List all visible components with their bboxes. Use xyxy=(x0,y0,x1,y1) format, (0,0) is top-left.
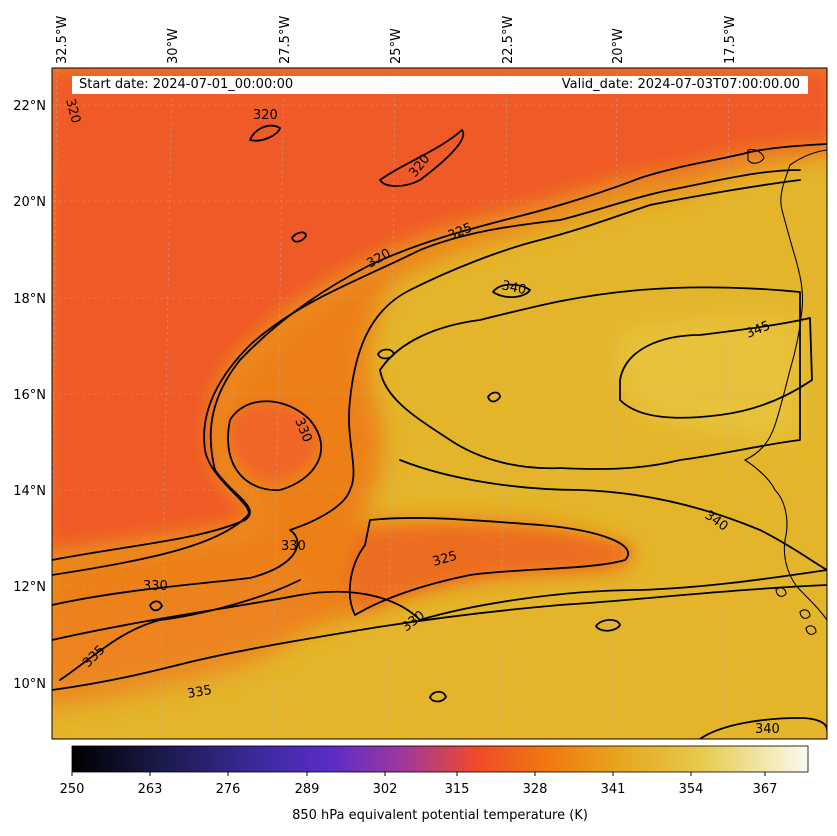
contour-320-n xyxy=(379,129,465,187)
lat-label: 12°N xyxy=(13,580,46,595)
temperature-field xyxy=(52,68,827,739)
lon-label: 22.5°W xyxy=(501,16,516,64)
island-3 xyxy=(805,625,817,635)
lat-label: 20°N xyxy=(13,195,46,210)
contour-label: 325 xyxy=(431,549,459,570)
contour-small-3 xyxy=(377,348,395,360)
contour-340 xyxy=(379,286,801,470)
contour-lines xyxy=(52,124,827,739)
contour-320-a xyxy=(249,124,281,142)
colorbar-tick-label: 263 xyxy=(138,782,163,797)
contour-335-w xyxy=(59,579,301,681)
colorbar-tick-label: 341 xyxy=(601,782,626,797)
africa-coast xyxy=(743,149,827,621)
colorbar-tick-label: 276 xyxy=(216,782,241,797)
contour-325-b xyxy=(348,517,629,616)
lat-label: 16°N xyxy=(13,388,46,403)
contour-330 xyxy=(52,179,801,606)
graticule xyxy=(52,68,827,739)
colorbar-tick-label: 302 xyxy=(373,782,398,797)
lat-label: 14°N xyxy=(13,484,46,499)
contour-small-4 xyxy=(487,391,501,403)
contour-330-loop xyxy=(227,400,322,491)
lat-label: 22°N xyxy=(13,99,46,114)
contour-label: 320 xyxy=(62,97,83,125)
valid-date-label: Valid_date: 2024-07-03T07:00:00.00 xyxy=(561,77,800,92)
colorbar-tick-label: 328 xyxy=(523,782,548,797)
contour-340-s xyxy=(399,459,827,571)
colorbar-tick-label: 367 xyxy=(753,782,778,797)
colorbar-tick-label: 354 xyxy=(679,782,704,797)
lon-label: 17.5°W xyxy=(723,16,738,64)
colorbar-ticks xyxy=(71,772,766,776)
lon-label: 20°W xyxy=(611,28,626,64)
contour-small-5 xyxy=(149,600,163,612)
contour-label: 330 xyxy=(281,539,306,554)
start-date-label: Start date: 2024-07-01_00:00:00 xyxy=(79,77,294,92)
lon-label: 30°W xyxy=(166,28,181,64)
colorbar-tick-label: 250 xyxy=(60,782,85,797)
date-info-box: Start date: 2024-07-01_00:00:00 Valid_da… xyxy=(72,76,808,94)
colorbar: 250 263 276 289 302 315 328 341 354 367 xyxy=(60,745,809,797)
lon-label: 25°W xyxy=(389,28,404,64)
contour-label: 330 xyxy=(143,579,168,594)
contour-label: 340 xyxy=(500,278,527,298)
contour-345 xyxy=(619,317,813,419)
contour-340-blob xyxy=(492,283,531,298)
lat-label: 18°N xyxy=(13,292,46,307)
contour-small-1 xyxy=(595,618,621,632)
contour-label: 320 xyxy=(253,108,278,123)
colorbar-title: 850 hPa equivalent potential temperature… xyxy=(292,808,588,823)
lon-label: 32.5°W xyxy=(55,16,70,64)
latitude-labels: 22°N 20°N 18°N 16°N 14°N 12°N 10°N xyxy=(13,99,46,692)
coastline xyxy=(743,148,827,635)
island-2 xyxy=(799,609,811,619)
lat-label: 10°N xyxy=(13,677,46,692)
contour-320-b xyxy=(291,231,307,243)
colorbar-tick-label: 289 xyxy=(295,782,320,797)
contour-340-se xyxy=(699,717,827,739)
contour-335 xyxy=(52,584,827,691)
map-frame xyxy=(51,67,828,740)
contour-small-2 xyxy=(429,690,447,703)
contour-325 xyxy=(52,169,801,576)
lon-label: 27.5°W xyxy=(278,16,293,64)
island-1 xyxy=(775,587,787,597)
contour-label: 335 xyxy=(186,683,213,702)
cape-verde-1 xyxy=(747,148,765,164)
colorbar-tick-label: 315 xyxy=(445,782,470,797)
contour-label: 340 xyxy=(755,722,780,737)
colorbar-gradient xyxy=(71,745,809,773)
contour-320 xyxy=(52,143,827,561)
longitude-labels: 32.5°W 30°W 27.5°W 25°W 22.5°W 20°W 17.5… xyxy=(55,16,738,64)
